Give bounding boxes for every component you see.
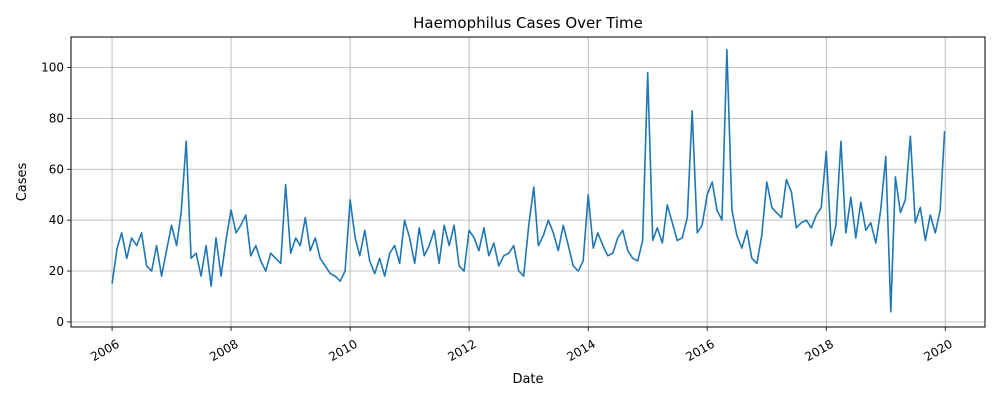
y-tick-label: 100 [41,61,64,75]
y-tick-label: 60 [49,162,64,176]
grid-lines [71,37,985,327]
y-axis-label: Cases [15,162,30,201]
chart-title: Haemophilus Cases Over Time [413,14,643,32]
y-axis: 0 20 40 60 80 100 [41,61,71,329]
plot-area [111,48,946,313]
plot-frame [70,36,986,328]
y-tick-label: 0 [56,315,64,329]
series-line [111,48,946,313]
y-tick-label: 20 [49,264,64,278]
y-tick-label: 80 [49,111,64,125]
y-tick-label: 40 [49,213,64,227]
x-axis-label: Date [512,372,543,387]
